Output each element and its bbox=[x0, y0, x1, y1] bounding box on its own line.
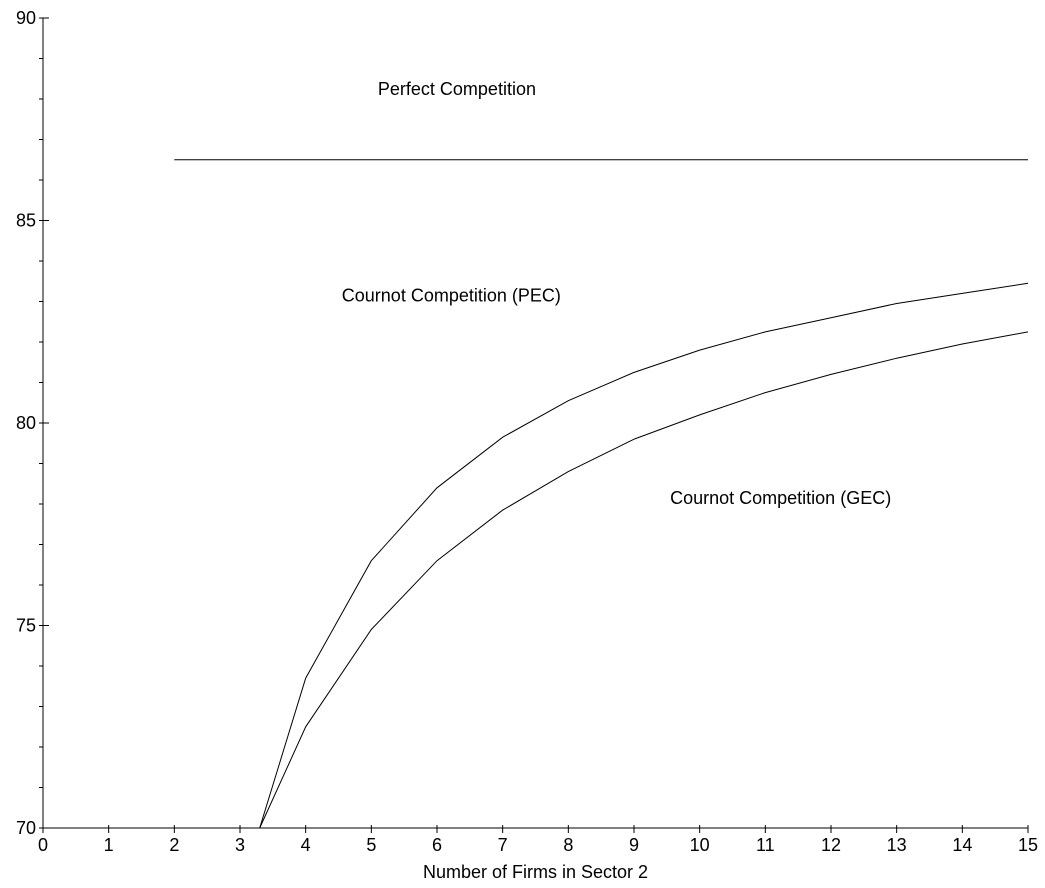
annotation-label-3: Cournot Competition (GEC) bbox=[670, 488, 891, 508]
x-tick-label: 5 bbox=[366, 835, 376, 855]
y-tick-label: 80 bbox=[16, 413, 36, 433]
y-tick-label: 90 bbox=[16, 8, 36, 28]
x-tick-label: 0 bbox=[38, 835, 48, 855]
y-tick-label: 75 bbox=[16, 616, 36, 636]
x-tick-label: 7 bbox=[498, 835, 508, 855]
x-tick-label: 12 bbox=[821, 835, 841, 855]
x-tick-label: 14 bbox=[952, 835, 972, 855]
y-tick-label: 85 bbox=[16, 211, 36, 231]
x-tick-label: 10 bbox=[690, 835, 710, 855]
series-line-2 bbox=[259, 282, 1029, 829]
y-ticks: 70 75 80 85 90 bbox=[16, 8, 49, 838]
annotation-layer: Perfect Competition Cournot Competition (… bbox=[342, 79, 891, 508]
series-line-3 bbox=[259, 331, 1029, 829]
x-tick-label: 3 bbox=[235, 835, 245, 855]
x-tick-label: 2 bbox=[169, 835, 179, 855]
x-tick-label: 13 bbox=[887, 835, 907, 855]
x-axis-title: Number of Firms in Sector 2 bbox=[423, 862, 648, 882]
y-tick-label: 70 bbox=[16, 818, 36, 838]
x-tick-label: 9 bbox=[629, 835, 639, 855]
annotation-label-1: Perfect Competition bbox=[378, 79, 536, 99]
axes bbox=[42, 18, 1028, 829]
x-tick-label: 8 bbox=[563, 835, 573, 855]
x-tick-label: 11 bbox=[756, 835, 775, 855]
x-ticks: 0 1 2 3 4 5 6 7 8 9 10 11 12 13 14 15 bbox=[38, 825, 1038, 855]
annotation-label-2: Cournot Competition (PEC) bbox=[342, 286, 561, 306]
x-tick-label: 6 bbox=[432, 835, 442, 855]
x-tick-label: 4 bbox=[301, 835, 311, 855]
x-tick-label: 1 bbox=[104, 835, 114, 855]
x-tick-label: 15 bbox=[1018, 835, 1038, 855]
series-layer bbox=[174, 159, 1029, 829]
